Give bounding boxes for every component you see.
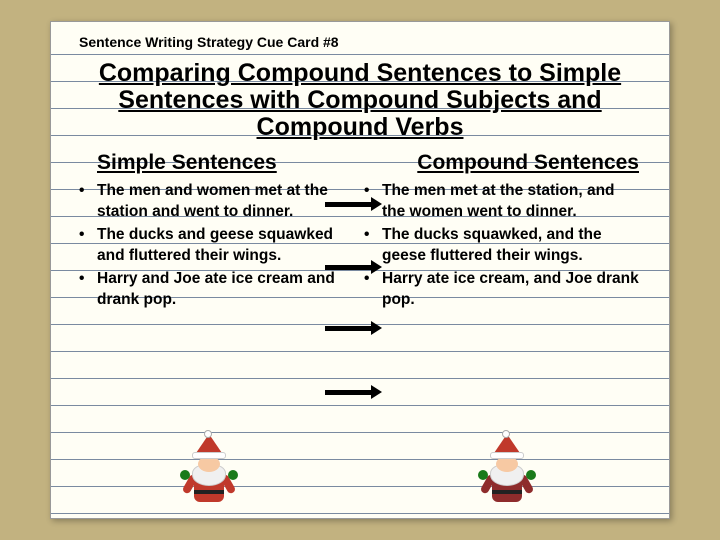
list-item: •The ducks and geese squawked and flutte…: [79, 225, 356, 267]
bullet-icon: •: [79, 269, 97, 311]
bullet-icon: •: [364, 269, 382, 311]
cue-card: Sentence Writing Strategy Cue Card #8 Co…: [50, 21, 670, 519]
bullet-icon: •: [79, 225, 97, 267]
list-item: •The ducks squawked, and the geese flutt…: [364, 225, 641, 267]
left-column: Simple Sentences •The men and women met …: [79, 151, 356, 313]
card-header: Sentence Writing Strategy Cue Card #8: [79, 34, 641, 50]
right-column-heading: Compound Sentences: [364, 151, 641, 175]
santa-icon: [182, 434, 240, 506]
list-item-text: The ducks and geese squawked and flutter…: [97, 225, 356, 267]
bullet-icon: •: [79, 181, 97, 223]
list-item-text: The men met at the station, and the wome…: [382, 181, 641, 223]
list-item: •The men met at the station, and the wom…: [364, 181, 641, 223]
decoration-row: [51, 434, 669, 506]
list-item-text: Harry ate ice cream, and Joe drank pop.: [382, 269, 641, 311]
santa-icon: [480, 434, 538, 506]
list-item-text: Harry and Joe ate ice cream and drank po…: [97, 269, 356, 311]
left-list: •The men and women met at the station an…: [79, 181, 356, 311]
arrow-icon: [325, 390, 373, 395]
arrow-icon: [325, 202, 373, 207]
list-item: •Harry and Joe ate ice cream and drank p…: [79, 269, 356, 311]
list-item: •Harry ate ice cream, and Joe drank pop.: [364, 269, 641, 311]
columns-wrap: Simple Sentences •The men and women met …: [79, 151, 641, 313]
arrow-icon: [325, 265, 373, 270]
right-list: • The men met at the station, and the wom…: [364, 181, 641, 311]
left-column-heading: Simple Sentences: [79, 151, 356, 175]
list-item-text: The men and women met at the station and…: [97, 181, 356, 223]
list-item-text: The ducks squawked, and the geese flutte…: [382, 225, 641, 267]
card-title: Comparing Compound Sentences to Simple S…: [79, 60, 641, 141]
list-item: •The men and women met at the station an…: [79, 181, 356, 223]
right-column: Compound Sentences • The men met at the s…: [364, 151, 641, 313]
arrow-icon: [325, 326, 373, 331]
